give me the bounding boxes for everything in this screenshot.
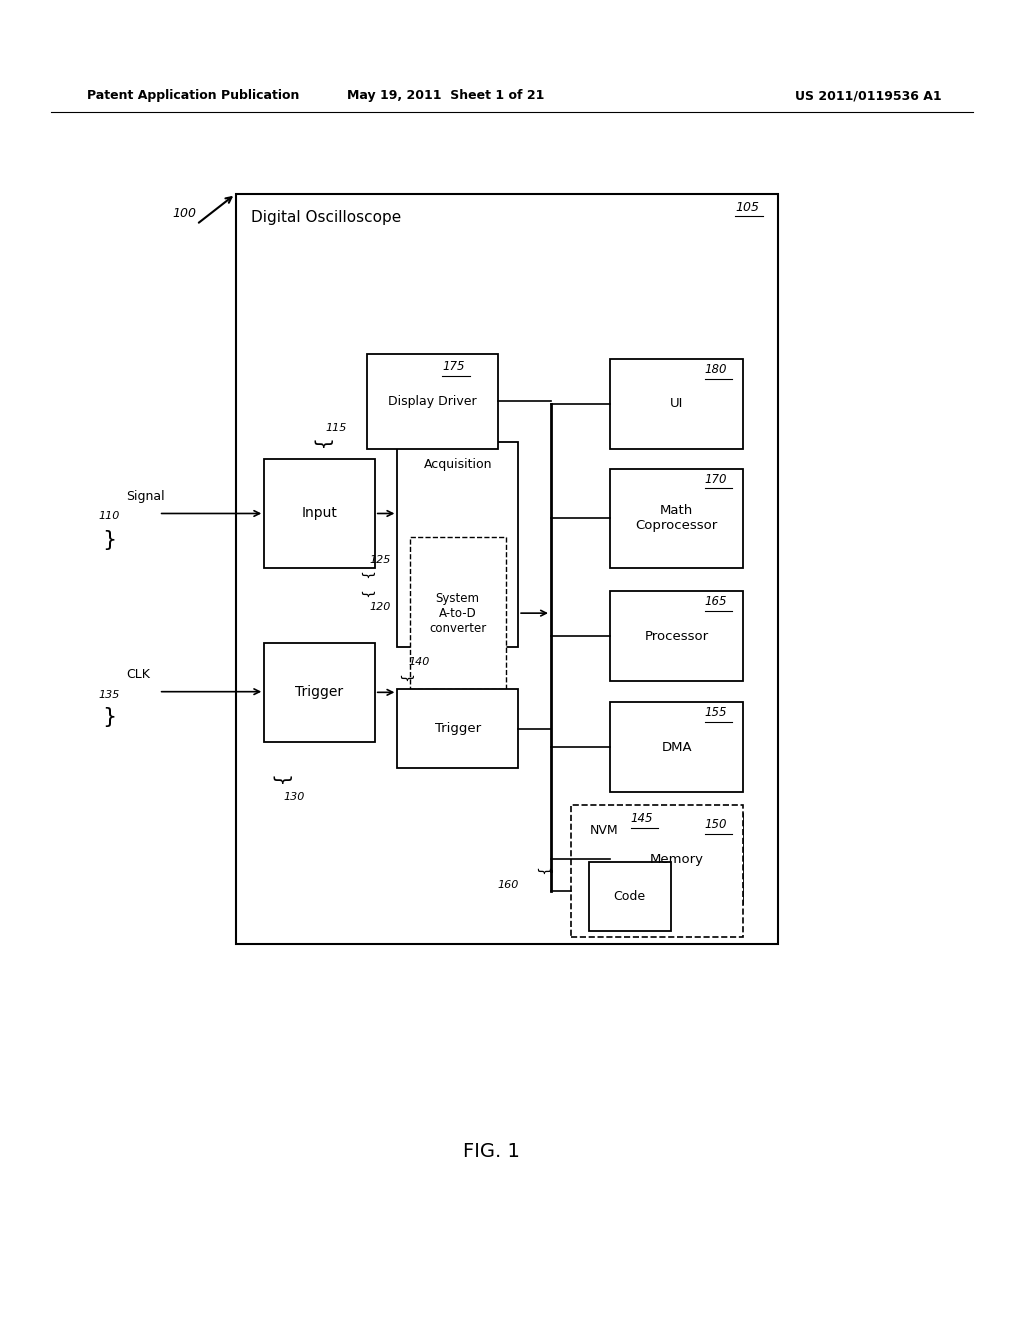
Text: 105: 105 [735, 201, 759, 214]
Text: System
A-to-D
converter: System A-to-D converter [429, 591, 486, 635]
Bar [610, 359, 743, 449]
Text: 170: 170 [705, 473, 727, 486]
Bar [397, 689, 518, 768]
Text: DMA: DMA [662, 741, 692, 754]
Text: Digital Oscilloscope: Digital Oscilloscope [251, 210, 401, 224]
Bar [397, 442, 518, 647]
Text: }: } [535, 867, 549, 875]
Text: CLK: CLK [126, 668, 150, 681]
Text: }: } [397, 675, 412, 682]
Text: NVM: NVM [590, 824, 618, 837]
Text: Math
Coprocessor: Math Coprocessor [636, 504, 718, 532]
Text: 115: 115 [326, 422, 347, 433]
Text: }: } [270, 775, 290, 788]
Bar [571, 805, 743, 937]
Text: Display Driver: Display Driver [388, 395, 476, 408]
Text: }: } [358, 572, 373, 579]
Text: }: } [102, 529, 117, 550]
Bar [236, 194, 778, 944]
Text: 140: 140 [409, 656, 430, 667]
Text: 120: 120 [370, 602, 391, 612]
Text: Processor: Processor [645, 630, 709, 643]
Bar [367, 354, 498, 449]
Text: 175: 175 [442, 360, 465, 374]
Text: US 2011/0119536 A1: US 2011/0119536 A1 [796, 90, 942, 102]
Text: }: } [358, 590, 373, 598]
Text: 150: 150 [705, 818, 727, 832]
Text: Memory: Memory [650, 853, 703, 866]
Text: Input: Input [301, 507, 338, 520]
Bar [264, 459, 375, 568]
Text: 135: 135 [98, 689, 120, 700]
Text: Trigger: Trigger [434, 722, 481, 735]
Text: Acquisition: Acquisition [424, 458, 492, 471]
Text: 155: 155 [705, 706, 727, 719]
Text: Signal: Signal [126, 490, 165, 503]
Text: 110: 110 [98, 511, 120, 521]
Bar [610, 591, 743, 681]
Bar [610, 814, 743, 904]
Text: Patent Application Publication: Patent Application Publication [87, 90, 299, 102]
Text: }: } [102, 706, 117, 727]
Text: Code: Code [613, 890, 646, 903]
Bar [264, 643, 375, 742]
Text: FIG. 1: FIG. 1 [463, 1142, 520, 1160]
Bar [610, 469, 743, 568]
Bar [410, 537, 506, 689]
Text: 145: 145 [631, 812, 653, 825]
Text: 100: 100 [172, 207, 196, 220]
Text: }: } [311, 438, 331, 451]
Text: 125: 125 [370, 554, 391, 565]
Text: UI: UI [670, 397, 684, 411]
Text: 165: 165 [705, 595, 727, 609]
Bar [589, 862, 671, 931]
Text: 130: 130 [284, 792, 305, 803]
Text: 180: 180 [705, 363, 727, 376]
Bar [610, 702, 743, 792]
Text: 160: 160 [498, 880, 519, 891]
Text: Trigger: Trigger [296, 685, 343, 700]
Text: May 19, 2011  Sheet 1 of 21: May 19, 2011 Sheet 1 of 21 [347, 90, 544, 102]
